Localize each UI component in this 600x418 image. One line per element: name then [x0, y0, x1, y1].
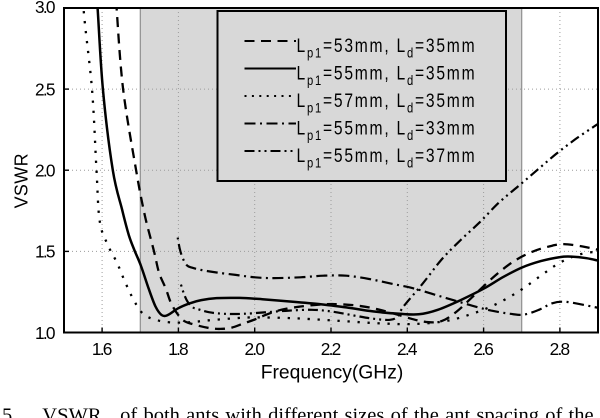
svg-text:2.0: 2.0	[35, 161, 56, 181]
svg-text:2.0: 2.0	[244, 339, 265, 359]
svg-text:3.0: 3.0	[35, 0, 56, 17]
svg-text:2.5: 2.5	[35, 79, 56, 99]
svg-text:1.6: 1.6	[92, 339, 113, 359]
svg-text:2.6: 2.6	[473, 339, 494, 359]
svg-text:Lp1=53mm, Ld=35mm: Lp1=53mm, Ld=35mm	[297, 35, 477, 61]
svg-text:1.8: 1.8	[168, 339, 189, 359]
svg-text:VSWR: VSWR	[12, 153, 32, 208]
svg-text:Lp1=55mm, Ld=35mm: Lp1=55mm, Ld=35mm	[297, 62, 477, 88]
svg-text:Lp1=57mm, Ld=35mm: Lp1=57mm, Ld=35mm	[297, 90, 477, 116]
svg-text:2.2: 2.2	[321, 339, 342, 359]
svg-text:1.5: 1.5	[35, 242, 56, 262]
svg-text:Lp1=55mm, Ld=37mm: Lp1=55mm, Ld=37mm	[297, 145, 477, 171]
svg-text:5. VSWR of both ants with: 5. VSWR of both ants with different size…	[2, 404, 594, 418]
svg-text:Lp1=55mm, Ld=33mm: Lp1=55mm, Ld=33mm	[297, 117, 477, 143]
svg-text:2.8: 2.8	[550, 339, 571, 359]
svg-text:2.4: 2.4	[397, 339, 418, 359]
svg-text:Frequency(GHz): Frequency(GHz)	[261, 362, 404, 383]
svg-text:1.0: 1.0	[35, 323, 56, 343]
